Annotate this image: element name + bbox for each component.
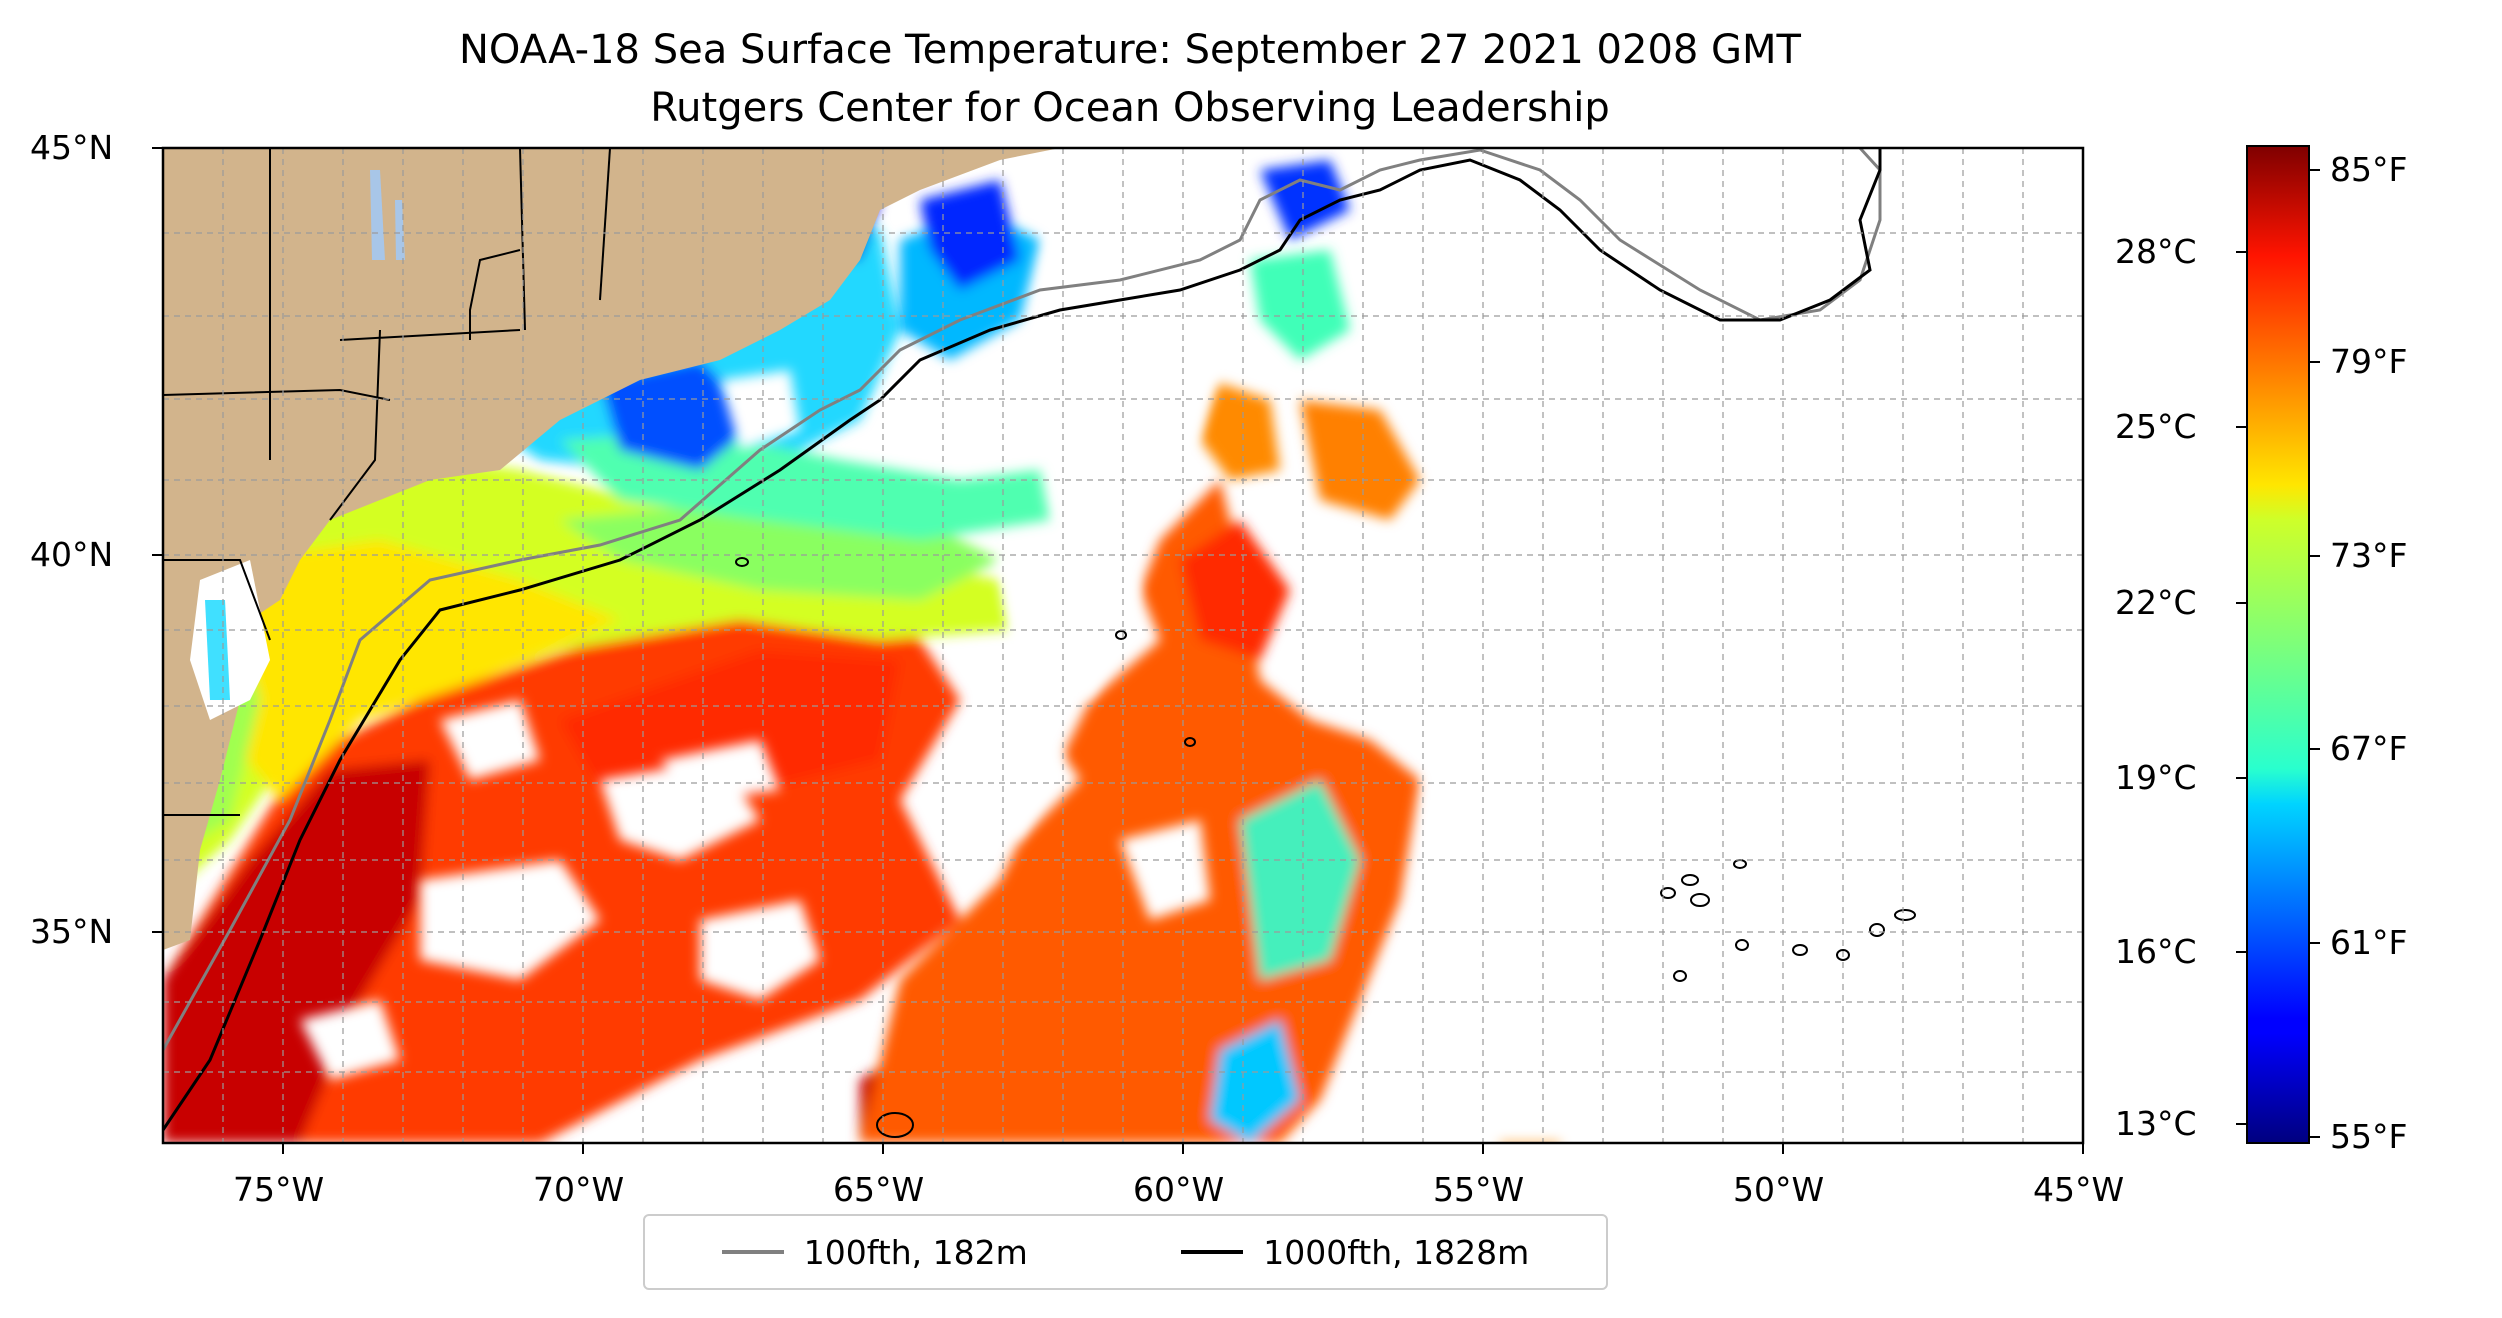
legend: 100fth, 182m 1000fth, 1828m (643, 1214, 1608, 1290)
lon-tick-label: 70°W (533, 1170, 625, 1209)
celsius-tick-label: 22°C (2115, 583, 2197, 622)
graticule (163, 148, 2083, 1143)
fahrenheit-tick-label: 67°F (2330, 729, 2408, 768)
fahrenheit-tick-label: 61°F (2330, 923, 2408, 962)
lon-tick-label: 50°W (1733, 1170, 1825, 1209)
legend-label: 1000fth, 1828m (1263, 1232, 1530, 1272)
axis-ticks (152, 147, 2084, 1154)
fahrenheit-tick-label: 79°F (2330, 342, 2408, 381)
fahrenheit-tick-label: 73°F (2330, 536, 2408, 575)
legend-label: 100fth, 182m (803, 1232, 1028, 1272)
lat-tick-label: 45°N (30, 128, 114, 167)
legend-entry-100fth: 100fth, 182m (721, 1232, 1028, 1272)
colorbar-ticks (2236, 169, 2320, 1138)
celsius-tick-label: 28°C (2115, 232, 2197, 271)
lon-tick-label: 45°W (2033, 1170, 2125, 1209)
chart-subtitle: Rutgers Center for Ocean Observing Leade… (650, 85, 1610, 131)
lon-tick-label: 55°W (1433, 1170, 1525, 1209)
legend-swatch-black (1181, 1250, 1244, 1254)
fahrenheit-tick-label: 85°F (2330, 150, 2408, 189)
contour-1000fth (163, 148, 1882, 1131)
celsius-tick-label: 25°C (2115, 407, 2197, 446)
lon-tick-label: 60°W (1133, 1170, 1225, 1209)
land (163, 148, 1060, 950)
lat-tick-label: 40°N (30, 535, 114, 574)
legend-swatch-gray (721, 1250, 784, 1254)
map-frame (161, 146, 2085, 1145)
legend-entry-1000fth: 1000fth, 1828m (1181, 1233, 1529, 1272)
fahrenheit-tick-label: 55°F (2330, 1117, 2408, 1156)
celsius-tick-label: 13°C (2115, 1104, 2197, 1143)
lon-tick-label: 75°W (233, 1170, 325, 1209)
colorbar (2246, 145, 2310, 1144)
lon-tick-label: 65°W (833, 1170, 925, 1209)
lat-tick-label: 35°N (30, 912, 114, 951)
contour-100fth (163, 148, 1882, 1051)
celsius-tick-label: 19°C (2115, 758, 2197, 797)
seamount-outlines (735, 557, 1916, 1138)
chart-title: NOAA-18 Sea Surface Temperature: Septemb… (459, 27, 1801, 73)
celsius-tick-label: 16°C (2115, 932, 2197, 971)
map-panel (163, 148, 2083, 1143)
